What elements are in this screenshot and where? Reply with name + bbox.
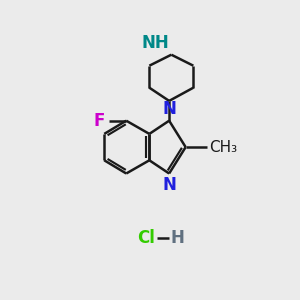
Text: N: N — [162, 176, 176, 194]
Text: CH₃: CH₃ — [209, 140, 237, 154]
Text: N: N — [162, 100, 176, 118]
Text: H: H — [170, 230, 184, 247]
Text: Cl: Cl — [137, 230, 155, 247]
Text: F: F — [94, 112, 105, 130]
Text: NH: NH — [142, 34, 170, 52]
